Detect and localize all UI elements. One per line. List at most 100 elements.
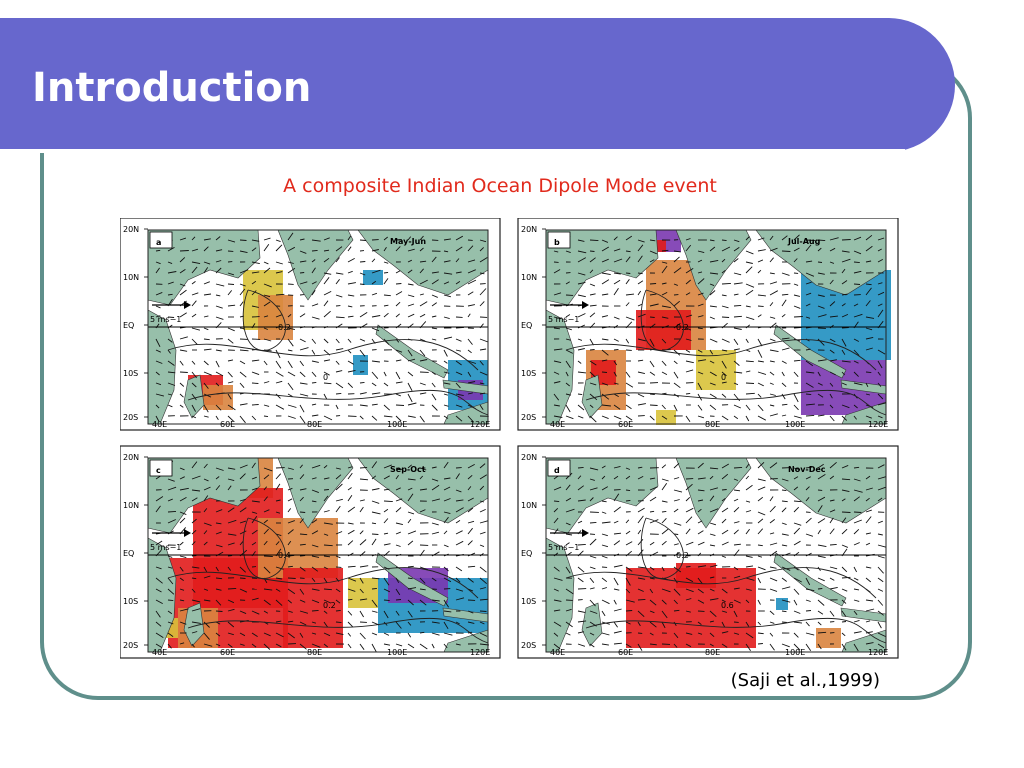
wind-arrow	[203, 478, 209, 482]
wind-arrow	[167, 293, 173, 296]
wind-arrow	[577, 415, 584, 419]
wind-arrow	[817, 371, 821, 377]
wind-arrow	[287, 232, 294, 241]
lon-label-100e: 100E	[785, 420, 805, 429]
wind-arrow	[239, 371, 247, 378]
wind-arrow	[853, 489, 863, 493]
wind-arrow	[841, 588, 848, 592]
wind-arrow	[419, 643, 428, 650]
wind-arrow	[287, 467, 294, 470]
wind-arrow	[371, 538, 377, 546]
wind-arrow	[191, 566, 200, 569]
wind-arrow	[841, 280, 848, 285]
wind-arrow	[311, 249, 318, 252]
wind-arrow	[625, 588, 631, 594]
wind-arrow	[203, 281, 210, 285]
wind-arrow	[251, 476, 257, 480]
wind-arrow	[589, 566, 596, 570]
wind-arrow	[287, 261, 294, 264]
wind-arrow	[347, 506, 356, 513]
wind-arrow	[625, 371, 631, 378]
wind-arrow	[263, 474, 270, 480]
wind-arrow	[781, 599, 791, 603]
wind-arrow	[335, 272, 344, 275]
wind-arrow	[191, 327, 201, 331]
wind-arrow	[203, 338, 210, 341]
wind-arrow	[829, 261, 835, 264]
lon-label-60e: 60E	[618, 648, 633, 657]
contour-label: 0	[323, 373, 328, 382]
wind-arrow	[167, 338, 173, 343]
wind-arrow	[323, 393, 328, 400]
wind-arrow	[745, 643, 751, 651]
wind-arrow	[455, 473, 460, 480]
wind-arrow	[769, 281, 778, 285]
wind-arrow	[637, 610, 645, 618]
wind-arrow	[745, 382, 755, 384]
wind-arrow	[805, 497, 810, 502]
wind-arrow	[877, 520, 883, 524]
wind-arrow	[215, 467, 224, 471]
wind-arrow	[553, 250, 559, 253]
wind-arrow	[395, 588, 401, 596]
wind-arrow	[455, 349, 462, 352]
wind-arrow	[431, 531, 440, 535]
wind-arrow	[721, 599, 726, 603]
wind-arrow	[721, 246, 731, 252]
wind-arrow	[601, 315, 609, 318]
wind-arrow	[649, 404, 658, 406]
wind-arrow	[335, 588, 341, 593]
wind-arrow	[745, 565, 754, 568]
wind-arrow	[625, 610, 633, 612]
wind-arrow	[589, 587, 595, 590]
wind-arrow	[407, 236, 412, 241]
wind-arrow	[589, 304, 597, 307]
wind-arrow	[299, 347, 309, 351]
wind-arrow	[287, 565, 293, 568]
wind-arrow	[769, 577, 778, 582]
wind-arrow	[311, 464, 321, 469]
wind-arrow	[347, 382, 354, 389]
wind-arrow	[179, 289, 187, 296]
wind-arrow	[613, 258, 623, 263]
wind-arrow	[637, 272, 643, 275]
india-land	[277, 457, 354, 529]
wind-arrow	[637, 371, 646, 375]
wind-arrow	[179, 577, 184, 581]
wind-arrow	[781, 347, 790, 351]
wind-arrow	[601, 404, 611, 407]
wind-arrow	[419, 415, 425, 423]
wind-arrow	[371, 599, 378, 608]
wind-arrow	[709, 382, 716, 386]
wind-arrow	[227, 338, 234, 344]
wind-arrow	[239, 239, 247, 241]
wind-arrow	[553, 292, 562, 296]
wind-arrow	[781, 643, 790, 648]
wind-arrow	[395, 313, 400, 318]
wind-arrow	[479, 632, 488, 637]
wind-arrow	[877, 643, 885, 649]
wind-arrow	[817, 577, 825, 582]
wind-arrow	[251, 415, 257, 421]
wind-arrow	[215, 509, 223, 513]
wind-arrow	[733, 360, 740, 366]
wind-arrow	[419, 588, 426, 591]
wind-arrow	[479, 360, 484, 366]
wind-arrow	[191, 300, 197, 307]
wind-arrow	[805, 486, 810, 491]
wind-arrow	[323, 300, 329, 307]
wind-arrow	[769, 290, 779, 296]
wind-arrow	[323, 643, 328, 648]
wind-arrow	[601, 246, 610, 252]
wind-arrow	[239, 588, 248, 593]
wind-arrow	[829, 415, 835, 422]
wind-arrow	[589, 269, 594, 274]
wind-arrow	[167, 393, 173, 396]
wind-arrow	[431, 371, 436, 376]
wind-arrow	[637, 539, 644, 546]
wind-arrow	[853, 415, 857, 420]
wind-arrow	[215, 382, 220, 387]
wind-arrow	[637, 566, 647, 569]
wind-arrow	[371, 269, 381, 274]
wind-arrow	[817, 261, 823, 263]
